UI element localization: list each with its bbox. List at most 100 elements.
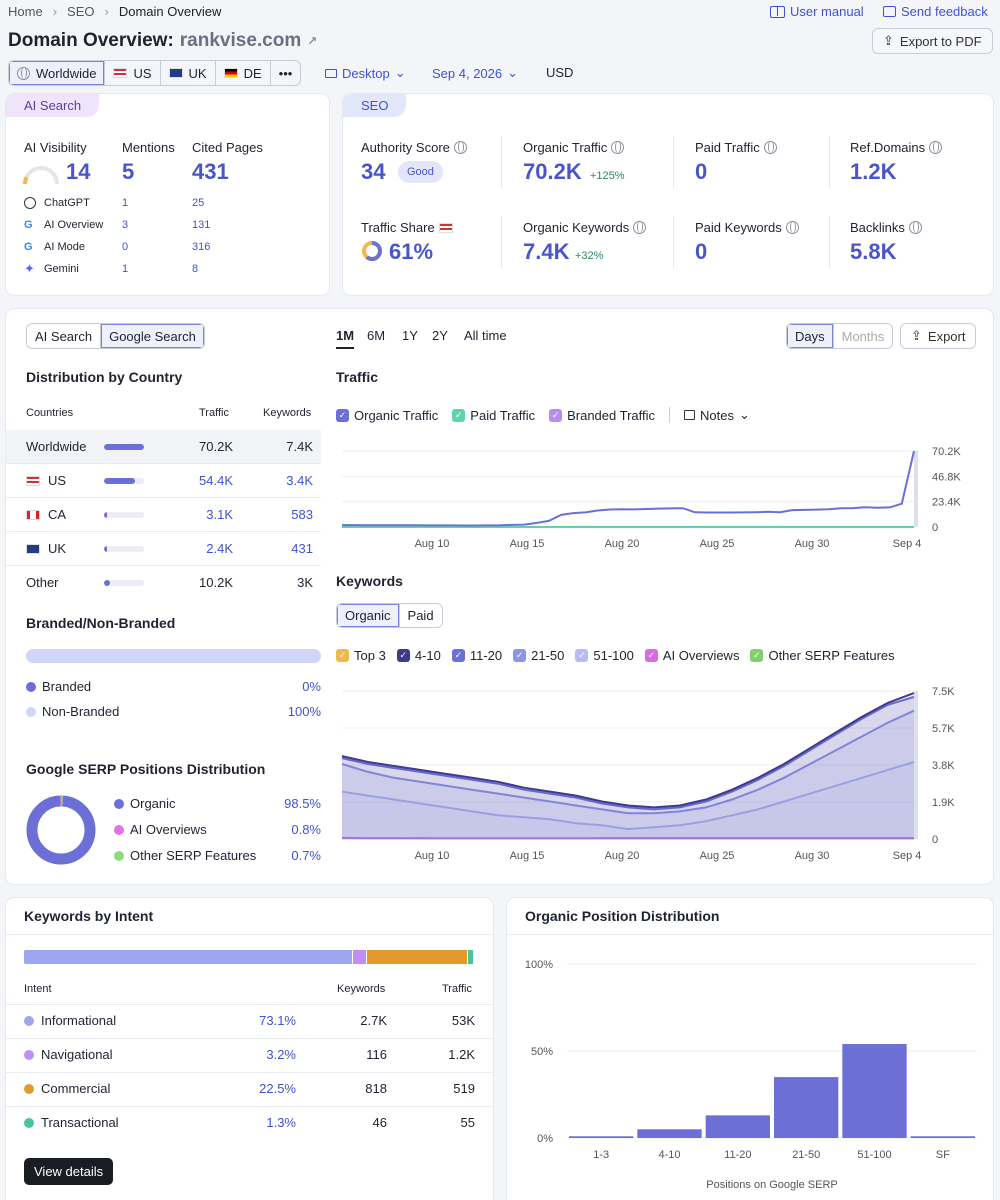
- legend-item[interactable]: ✓ 11-20: [451, 648, 502, 663]
- info-globe-icon: [908, 221, 922, 234]
- bar: [637, 1129, 702, 1138]
- legend-branded: Branded 0%: [26, 679, 321, 694]
- period-1m[interactable]: 1M: [336, 328, 355, 349]
- chevron-down-icon: ⌄: [507, 65, 519, 80]
- legend-organic-traffic[interactable]: ✓ Organic Traffic: [336, 408, 438, 423]
- series-area: [342, 710, 914, 839]
- breadcrumb-seo[interactable]: SEO: [67, 4, 95, 19]
- main-analytics-card: AI Search Google Search 1M 6M 1Y 2Y All …: [6, 309, 993, 884]
- bar: [705, 1115, 770, 1138]
- period-all-time[interactable]: All time: [464, 328, 507, 343]
- scroll-edge: [914, 451, 918, 527]
- organic-keywords-value[interactable]: 7.4K: [523, 239, 570, 264]
- period-6m[interactable]: 6M: [367, 328, 386, 343]
- country-row[interactable]: UK 2.4K 431: [6, 532, 321, 565]
- region-uk[interactable]: UK: [161, 61, 216, 85]
- external-link-icon[interactable]: ↗: [307, 34, 318, 48]
- ref-domains-value[interactable]: 1.2K: [850, 159, 897, 184]
- bar: [774, 1077, 839, 1138]
- country-row[interactable]: Worldwide 70.2K 7.4K: [6, 430, 321, 463]
- organic-traffic-value[interactable]: 70.2K: [523, 159, 582, 184]
- branded-bar: [26, 649, 321, 663]
- tab-google-search[interactable]: Google Search: [101, 324, 204, 348]
- google-icon: G: [24, 241, 33, 253]
- x-tick-label: Aug 25: [700, 538, 735, 550]
- ca-flag-icon: [26, 509, 40, 520]
- intent-row[interactable]: Transactional 1.3% 46 55: [6, 1106, 493, 1139]
- intent-row[interactable]: Commercial 22.5% 818 519: [6, 1072, 493, 1105]
- domain-name[interactable]: rankvise.com: [179, 30, 302, 51]
- cited-pages-value[interactable]: 431: [192, 159, 229, 184]
- legend-paid-traffic[interactable]: ✓ Paid Traffic: [452, 408, 535, 423]
- backlinks-value[interactable]: 5.8K: [850, 239, 897, 264]
- breadcrumb-home[interactable]: Home: [8, 4, 43, 19]
- x-tick-label: Aug 30: [795, 538, 830, 550]
- legend-item[interactable]: ✓ 21-50: [513, 648, 564, 663]
- series-line: [341, 761, 915, 831]
- device-select[interactable]: Desktop ⌄: [325, 65, 406, 81]
- intent-segment: [352, 950, 367, 964]
- y-tick-label: 7.5K: [932, 686, 955, 698]
- legend-item[interactable]: ✓ Top 3: [336, 648, 386, 663]
- desktop-icon: [325, 68, 337, 78]
- paid-keywords-label: Paid Keywords: [695, 220, 799, 235]
- series-area: [342, 762, 914, 839]
- region-de[interactable]: DE: [216, 61, 271, 85]
- granularity-months[interactable]: Months: [841, 328, 885, 344]
- tab-paid[interactable]: Paid: [407, 608, 434, 623]
- series-line: [341, 695, 915, 811]
- view-details-button[interactable]: View details: [24, 1158, 114, 1185]
- period-1y[interactable]: 1Y: [402, 328, 418, 343]
- ai-visibility-label: AI Visibility: [24, 140, 87, 155]
- ai-search-tag: AI Search: [6, 94, 100, 117]
- ai-search-card: AI Search AI Visibility Mentions Cited P…: [6, 94, 329, 295]
- x-tick-label: Aug 30: [795, 850, 830, 862]
- legend-item[interactable]: ✓ 51-100: [575, 648, 634, 663]
- intent-dot: [24, 1015, 34, 1026]
- send-feedback-link[interactable]: Send feedback: [883, 4, 988, 19]
- x-tick-label: Sep 4: [893, 850, 922, 862]
- legend-item[interactable]: ✓ 4-10: [396, 648, 441, 663]
- country-row[interactable]: CA 3.1K 583: [6, 498, 321, 531]
- checkbox-icon: ✓: [336, 649, 349, 662]
- intent-segment: [468, 950, 474, 964]
- ref-domains-label: Ref.Domains: [850, 140, 943, 155]
- date-select[interactable]: Sep 4, 2026 ⌄: [432, 65, 519, 81]
- export-pdf-button[interactable]: ⇪ Export to PDF: [872, 28, 993, 54]
- legend-item[interactable]: ✓ Other SERP Features: [750, 648, 895, 663]
- period-2y[interactable]: 2Y: [432, 328, 448, 343]
- country-row[interactable]: US 54.4K 3.4K: [6, 464, 321, 497]
- granularity-days[interactable]: Days: [787, 324, 834, 348]
- legend-other-serp: Other SERP Features 0.7%: [114, 848, 321, 863]
- us-flag-icon: [26, 475, 40, 486]
- more-regions-button[interactable]: •••: [278, 65, 293, 81]
- region-us[interactable]: US: [105, 61, 161, 85]
- legend-branded-traffic[interactable]: ✓ Branded Traffic: [549, 408, 655, 423]
- traffic-share-label: Traffic Share: [361, 220, 453, 235]
- legend-item[interactable]: ✓ AI Overviews: [644, 648, 739, 663]
- user-manual-link[interactable]: User manual: [770, 4, 864, 19]
- uk-flag-icon: [168, 68, 183, 78]
- uk-flag-icon: [26, 543, 40, 554]
- chatgpt-icon: [24, 197, 36, 209]
- col-keywords: Keywords: [263, 407, 312, 419]
- region-worldwide[interactable]: Worldwide: [9, 61, 106, 85]
- intent-stacked-bar: [24, 950, 474, 964]
- intent-card: Keywords by Intent Intent Keywords Traff…: [6, 898, 493, 1200]
- country-row[interactable]: Other 10.2K 3K: [26, 575, 313, 590]
- us-flag-icon: [113, 68, 128, 78]
- tab-ai-search[interactable]: AI Search: [27, 324, 102, 348]
- message-icon: [883, 6, 896, 17]
- intent-row[interactable]: Informational 73.1% 2.7K 53K: [6, 1004, 493, 1037]
- source-tabs: AI Search Google Search: [26, 323, 205, 349]
- position-card: Organic Position Distribution 0% 50% 100% 1…: [507, 898, 993, 1200]
- intent-dot: [24, 1049, 34, 1060]
- notes-dropdown[interactable]: Notes ⌄: [684, 407, 750, 423]
- export-button[interactable]: ⇪ Export: [900, 323, 977, 349]
- seo-card: SEO Authority Score 34 Good Organic Traf…: [343, 94, 993, 295]
- keywords-legend: ✓ Top 3 ✓ 4-10 ✓ 11-20 ✓ 21-50 ✓ 51-100 ✓ AI Overvi…: [336, 648, 895, 663]
- tab-organic[interactable]: Organic: [337, 604, 400, 627]
- currency-label[interactable]: USD: [546, 65, 574, 80]
- us-flag-icon: [438, 222, 453, 233]
- intent-row[interactable]: Navigational 3.2% 116 1.2K: [6, 1038, 493, 1071]
